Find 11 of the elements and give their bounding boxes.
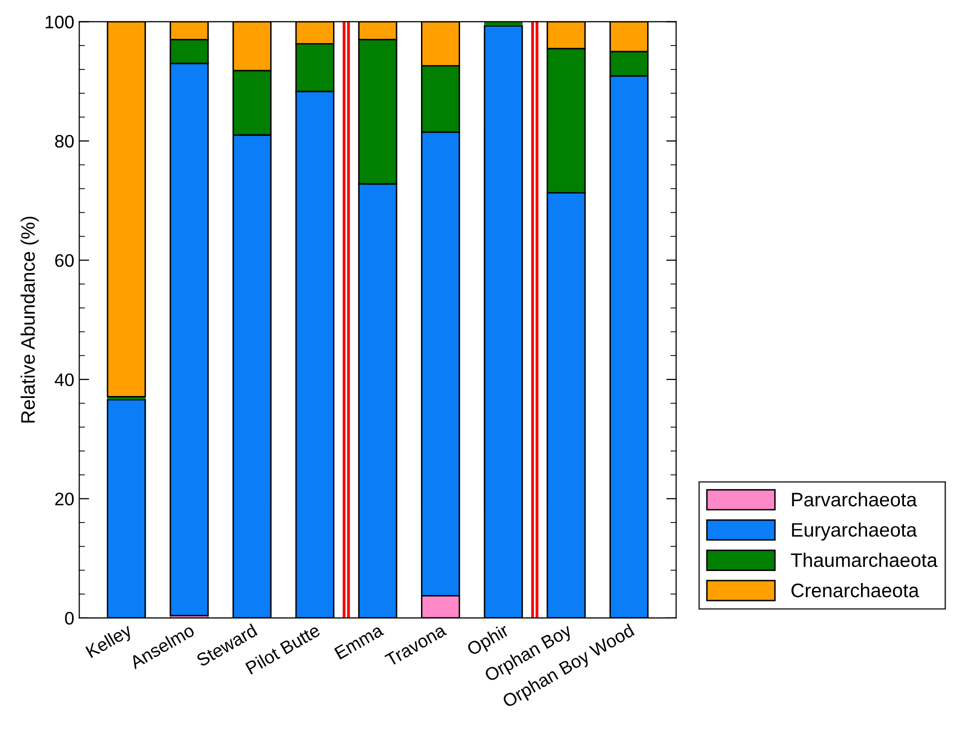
- legend-label: Euryarchaeota: [792, 522, 917, 541]
- y-tick-label: 60: [55, 254, 74, 267]
- y-tick-label: 80: [55, 134, 74, 148]
- y-tick-label: 100: [46, 16, 74, 28]
- y-tick-label: 0: [65, 612, 74, 625]
- y-tick-label: 20: [55, 492, 74, 506]
- y-axis-title: Relative Abundance (%): [20, 216, 39, 423]
- legend-label: Crenarchaeota: [792, 583, 920, 598]
- legend-label: Thaumarchaeota: [790, 552, 938, 568]
- legend-label: Parvarchaeota: [792, 492, 917, 506]
- y-tick-label: 40: [54, 373, 74, 386]
